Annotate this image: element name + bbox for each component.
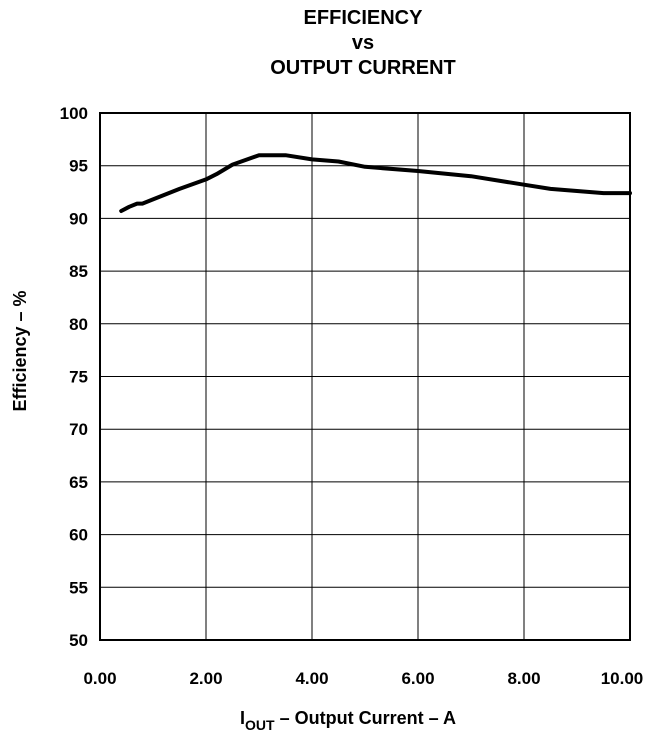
- y-tick-label: 55: [69, 578, 88, 597]
- x-tick-label: 4.00: [295, 669, 328, 688]
- y-tick-label: 95: [69, 157, 88, 176]
- y-tick-label: 85: [69, 262, 88, 281]
- plot-frame: [99, 112, 631, 641]
- x-tick-label: 8.00: [507, 669, 540, 688]
- x-tick-label: 2.00: [189, 669, 222, 688]
- x-axis-label-text: – Output Current – A: [275, 708, 456, 728]
- y-tick-label: 50: [69, 631, 88, 650]
- x-tick-label: 6.00: [401, 669, 434, 688]
- y-tick-label: 70: [69, 420, 88, 439]
- x-tick-label: 10.00: [601, 669, 644, 688]
- x-tick-label: 0.00: [83, 669, 116, 688]
- y-axis-label: Efficiency – %: [10, 290, 30, 411]
- y-tick-label: 75: [69, 368, 88, 387]
- chart-title-line-3: OUTPUT CURRENT: [270, 57, 456, 79]
- grid-lines: [99, 112, 631, 641]
- x-axis-label-subscript: OUT: [245, 717, 275, 733]
- y-tick-labels: 50 55 60 65 70 75 80 85 90 95 100: [60, 104, 88, 650]
- x-axis-label-symbol: I: [240, 708, 245, 728]
- y-tick-label: 80: [69, 315, 88, 334]
- efficiency-series-line: [119, 153, 632, 213]
- chart-title-line-1: EFFICIENCY: [304, 7, 424, 29]
- x-axis-label: IOUT – Output Current – A: [240, 708, 456, 733]
- y-tick-label: 65: [69, 473, 88, 492]
- y-tick-label: 100: [60, 104, 88, 123]
- y-tick-label: 90: [69, 209, 88, 228]
- chart-title-line-2: vs: [352, 32, 374, 54]
- y-tick-label: 60: [69, 526, 88, 545]
- x-tick-labels: 0.00 2.00 4.00 6.00 8.00 10.00: [83, 669, 643, 688]
